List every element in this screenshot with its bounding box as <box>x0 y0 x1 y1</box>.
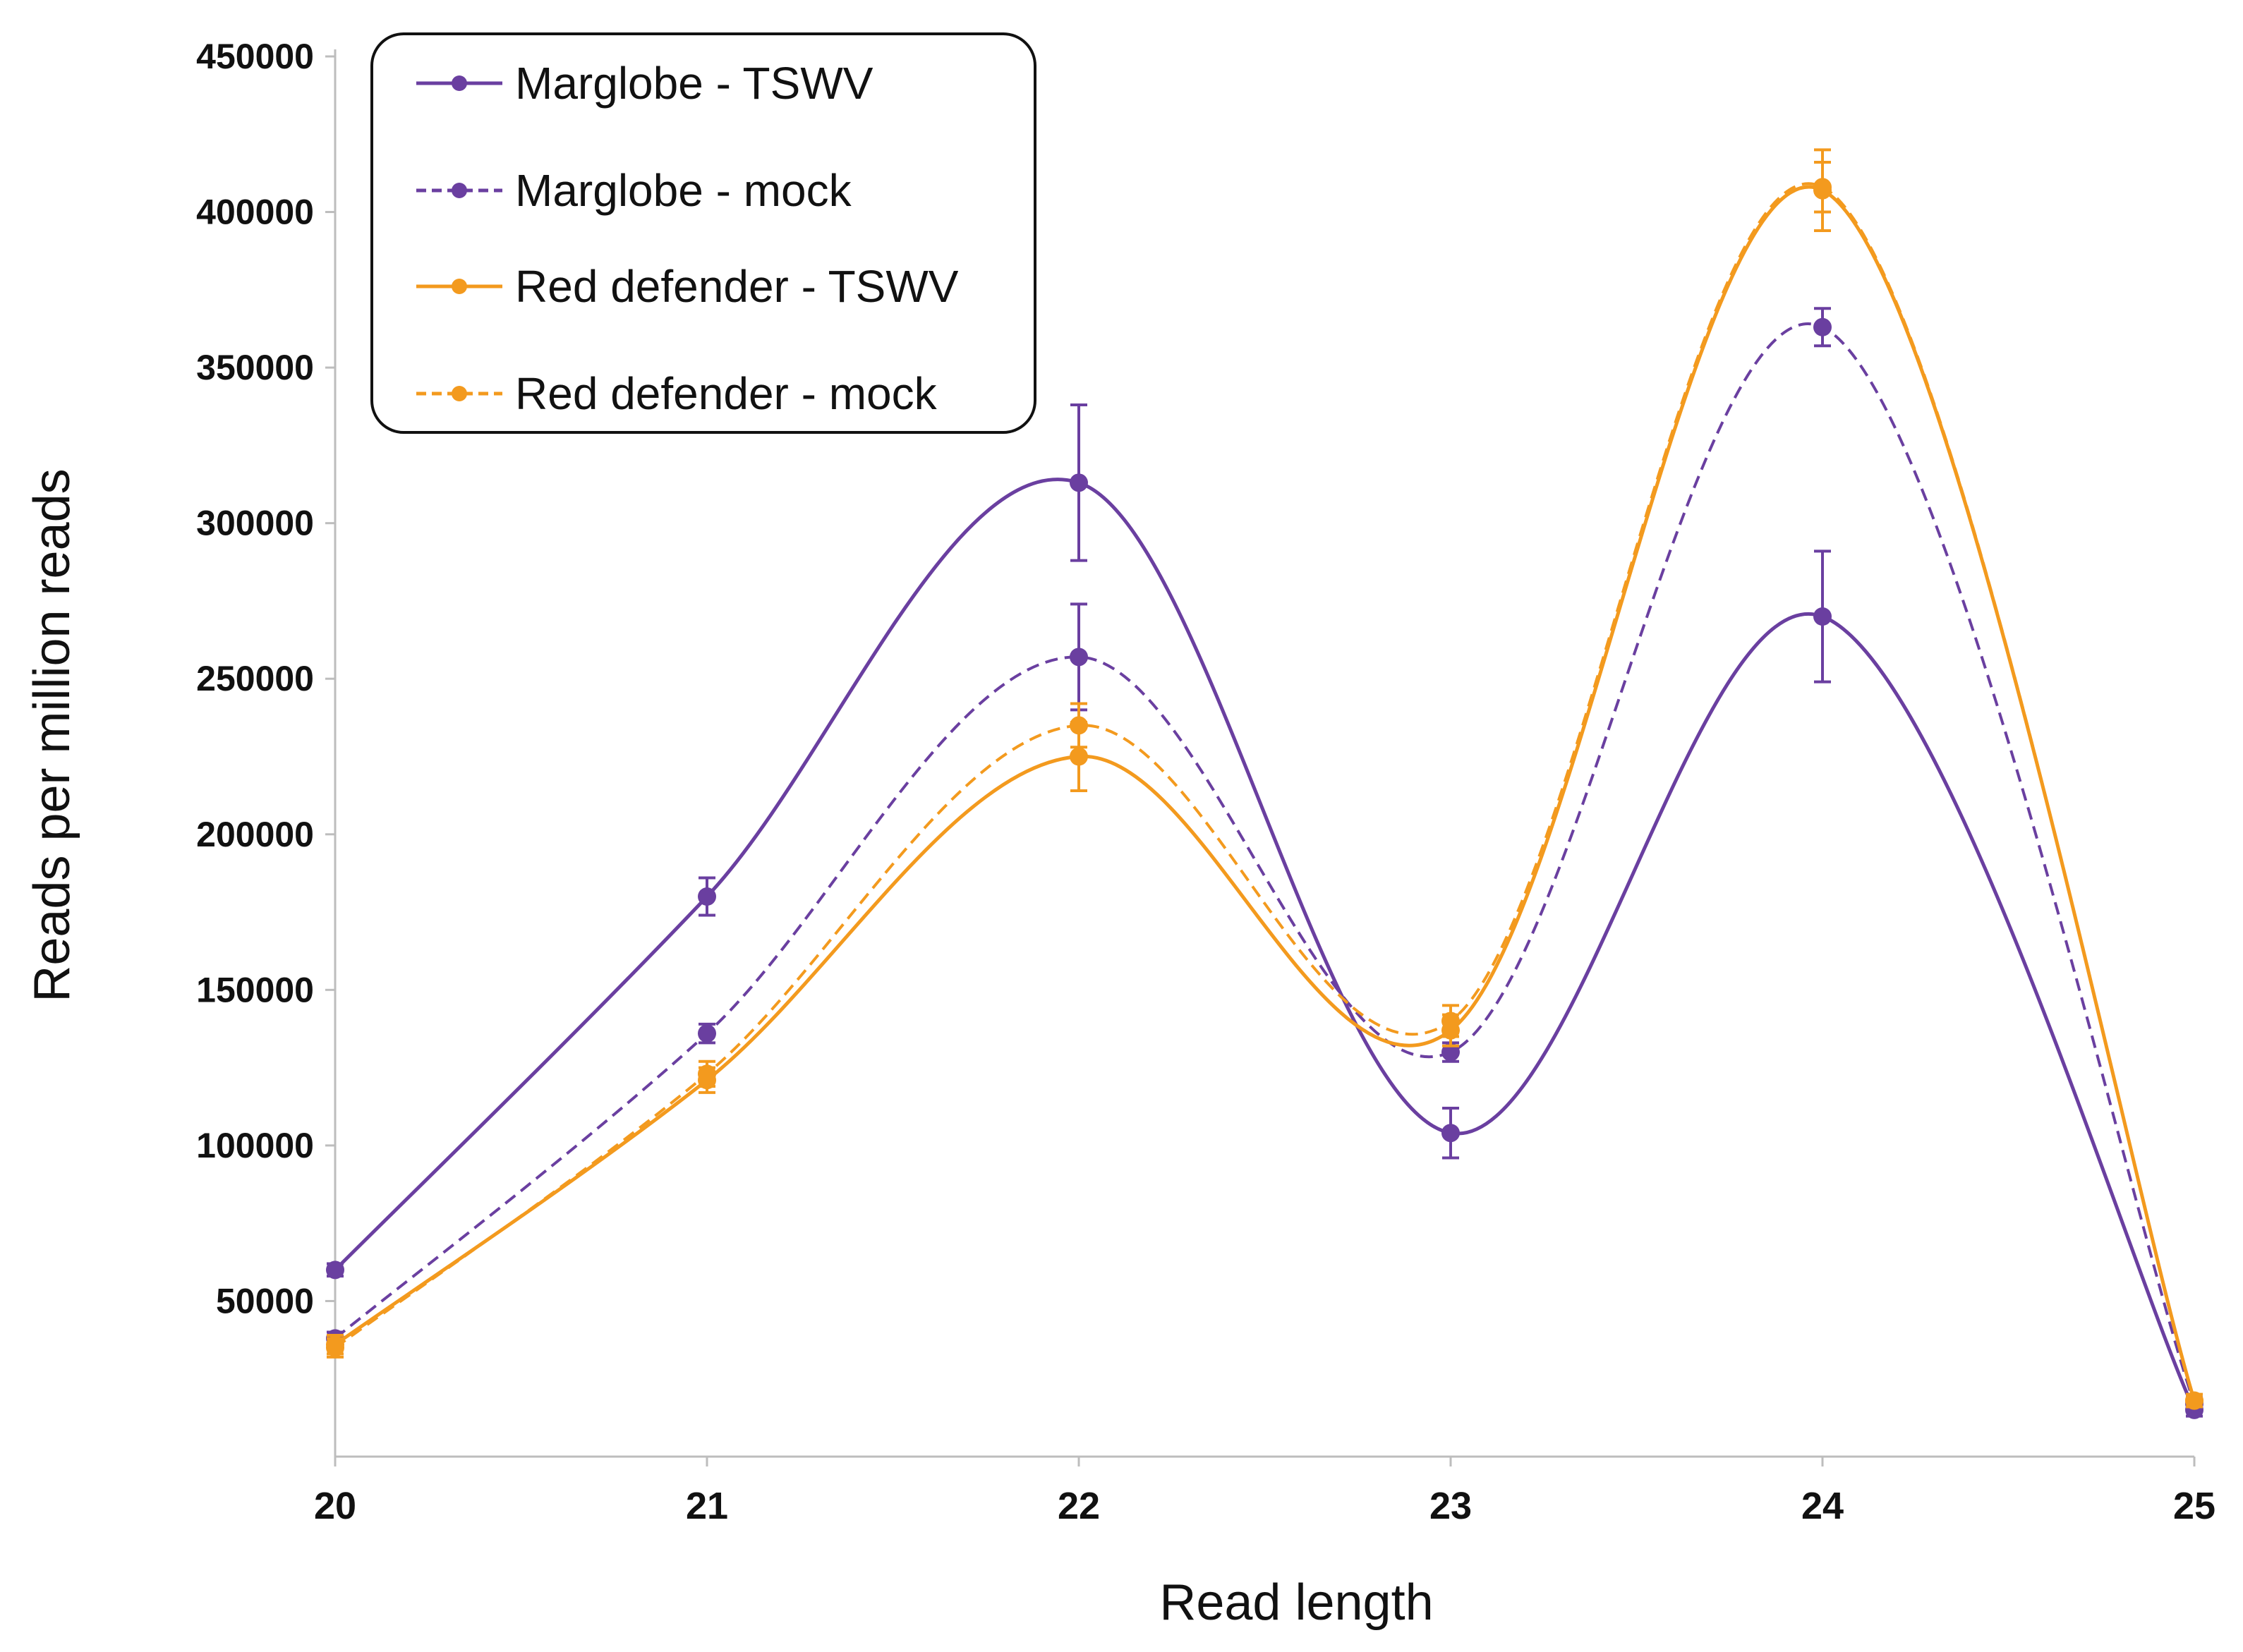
x-axis-title: Read length <box>1159 1574 1433 1631</box>
data-point <box>1813 607 1832 626</box>
y-tick-label: 150000 <box>196 970 314 1009</box>
x-tick-labels: 20 21 22 23 24 25 <box>314 1457 2215 1527</box>
y-axis-title: Reads per million reads <box>24 468 80 1002</box>
series-line <box>334 322 2196 1404</box>
data-point <box>698 1024 716 1043</box>
data-point <box>1070 716 1088 735</box>
data-point <box>698 887 716 906</box>
legend: Marglobe - TSWV Marglobe - mock Red defend… <box>370 32 1036 434</box>
legend-swatch-marker <box>452 386 467 401</box>
data-point <box>1070 648 1088 667</box>
data-point <box>698 1064 716 1083</box>
data-point <box>1813 317 1832 336</box>
x-tick-label: 23 <box>1429 1485 1472 1527</box>
legend-item: Red defender - mock <box>416 368 938 419</box>
x-tick-label: 21 <box>686 1485 728 1527</box>
data-point <box>1070 747 1088 766</box>
series-line <box>334 182 2196 1402</box>
series-layer <box>326 148 2203 1419</box>
legend-label: Marglobe - mock <box>515 165 852 216</box>
data-point <box>1441 1124 1460 1143</box>
data-point <box>326 1261 344 1280</box>
y-tick-label: 250000 <box>196 659 314 698</box>
data-point <box>326 1338 344 1357</box>
y-tick-label: 300000 <box>196 504 314 543</box>
legend-label: Marglobe - TSWV <box>515 58 873 109</box>
legend-items: Marglobe - TSWV Marglobe - mock Red defend… <box>416 58 959 419</box>
x-tick-label: 24 <box>1801 1485 1844 1527</box>
y-tick-label: 50000 <box>216 1281 314 1320</box>
x-tick-label: 20 <box>314 1485 356 1527</box>
y-tick-labels: 50000 100000 150000 200000 250000 300000 35000… <box>196 37 335 1320</box>
legend-label: Red defender - mock <box>515 368 938 419</box>
series-2 <box>326 307 2203 1414</box>
axes <box>334 49 2194 1458</box>
series-4 <box>326 160 2203 1410</box>
data-point <box>1070 473 1088 492</box>
legend-item: Red defender - TSWV <box>416 261 959 312</box>
legend-box <box>370 32 1036 434</box>
data-point <box>1441 1043 1460 1062</box>
data-point <box>1441 1012 1460 1031</box>
y-tick-label: 350000 <box>196 348 314 387</box>
legend-item: Marglobe - mock <box>416 165 852 216</box>
legend-item: Marglobe - TSWV <box>416 58 873 109</box>
series-1 <box>326 403 2203 1419</box>
legend-swatch-marker <box>452 279 467 294</box>
legend-label: Red defender - TSWV <box>515 261 959 312</box>
legend-swatch-marker <box>452 183 467 198</box>
legend-swatch-marker <box>452 75 467 91</box>
y-tick-label: 200000 <box>196 815 314 854</box>
y-tick-label: 450000 <box>196 37 314 76</box>
series-line <box>334 478 2196 1411</box>
data-point <box>2185 1391 2203 1410</box>
y-tick-label: 100000 <box>196 1126 314 1165</box>
x-tick-label: 22 <box>1058 1485 1100 1527</box>
y-tick-label: 400000 <box>196 193 314 232</box>
x-tick-label: 25 <box>2173 1485 2215 1527</box>
data-point <box>1813 178 1832 197</box>
